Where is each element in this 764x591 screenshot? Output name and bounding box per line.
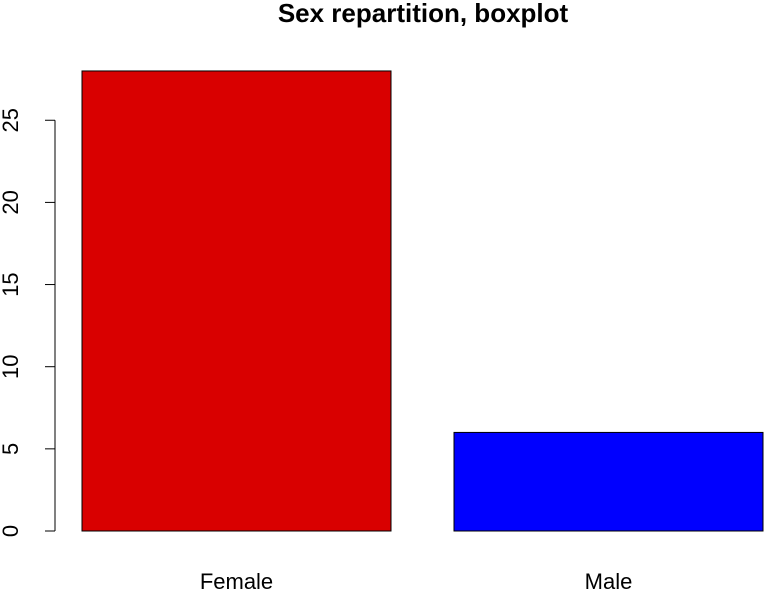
x-category-label: Female <box>200 569 273 591</box>
y-tick-label: 0 <box>0 525 23 537</box>
y-axis: 0 5 10 15 20 25 <box>0 108 56 537</box>
x-category-label: Male <box>585 569 633 591</box>
y-tick-label: 5 <box>0 443 23 455</box>
y-tick-label: 25 <box>0 108 23 132</box>
chart-title: Sex repartition, boxplot <box>278 0 569 28</box>
y-tick-label: 10 <box>0 354 23 378</box>
bar-female <box>81 70 392 532</box>
bar-male <box>453 431 764 532</box>
y-tick-label: 20 <box>0 190 23 214</box>
x-axis-labels: Female Male <box>200 569 633 591</box>
bars-group <box>81 70 764 532</box>
y-tick-label: 15 <box>0 272 23 296</box>
